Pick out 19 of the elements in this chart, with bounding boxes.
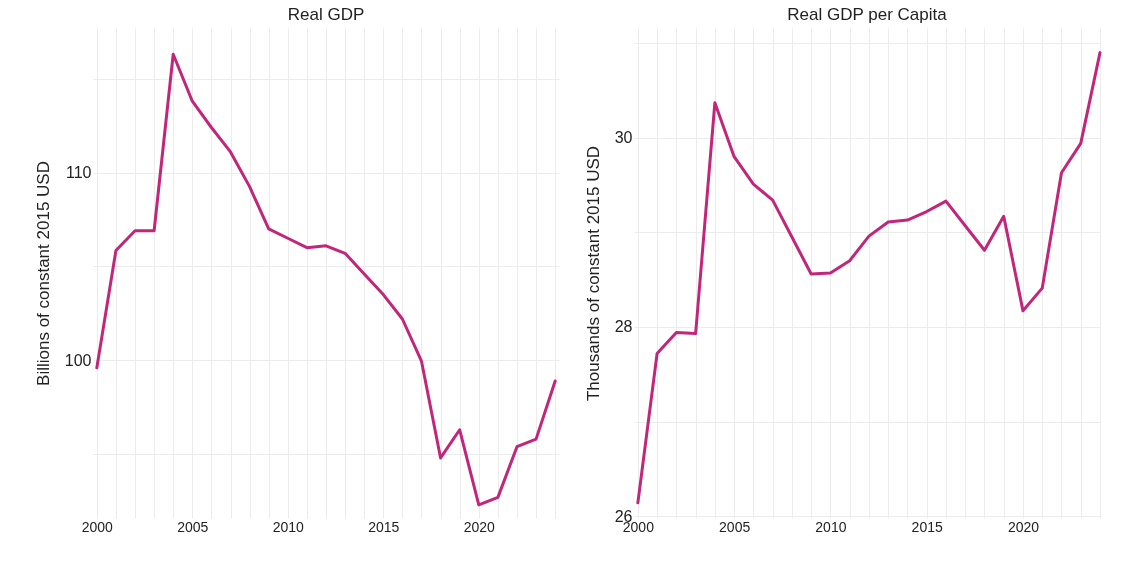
x-tick-label: 2005 [719, 518, 751, 535]
y-tick-label: 30 [614, 129, 633, 147]
x-tick-label: 2010 [815, 518, 847, 535]
line-series [95, 52, 557, 507]
x-tick-label: 2000 [81, 518, 114, 535]
x-tick-label: 2015 [368, 518, 400, 535]
y-tick-label: 110 [65, 164, 92, 182]
x-tick-label: 2020 [1007, 518, 1040, 535]
y-axis-title: Thousands of constant 2015 USD [583, 145, 603, 402]
x-tick-label: 2010 [272, 518, 305, 535]
chart-title: Real GDP [287, 5, 365, 24]
y-tick-label: 28 [614, 318, 633, 336]
line-series [636, 51, 1102, 505]
x-tick-label: 2015 [911, 518, 943, 535]
chart-title: Real GDP per Capita [787, 5, 948, 24]
x-tick-label: 2020 [463, 518, 496, 535]
x-tick-label: 2005 [177, 518, 209, 535]
y-axis-title: Billions of constant 2015 USD [33, 161, 53, 386]
y-tick-label: 100 [64, 351, 92, 369]
